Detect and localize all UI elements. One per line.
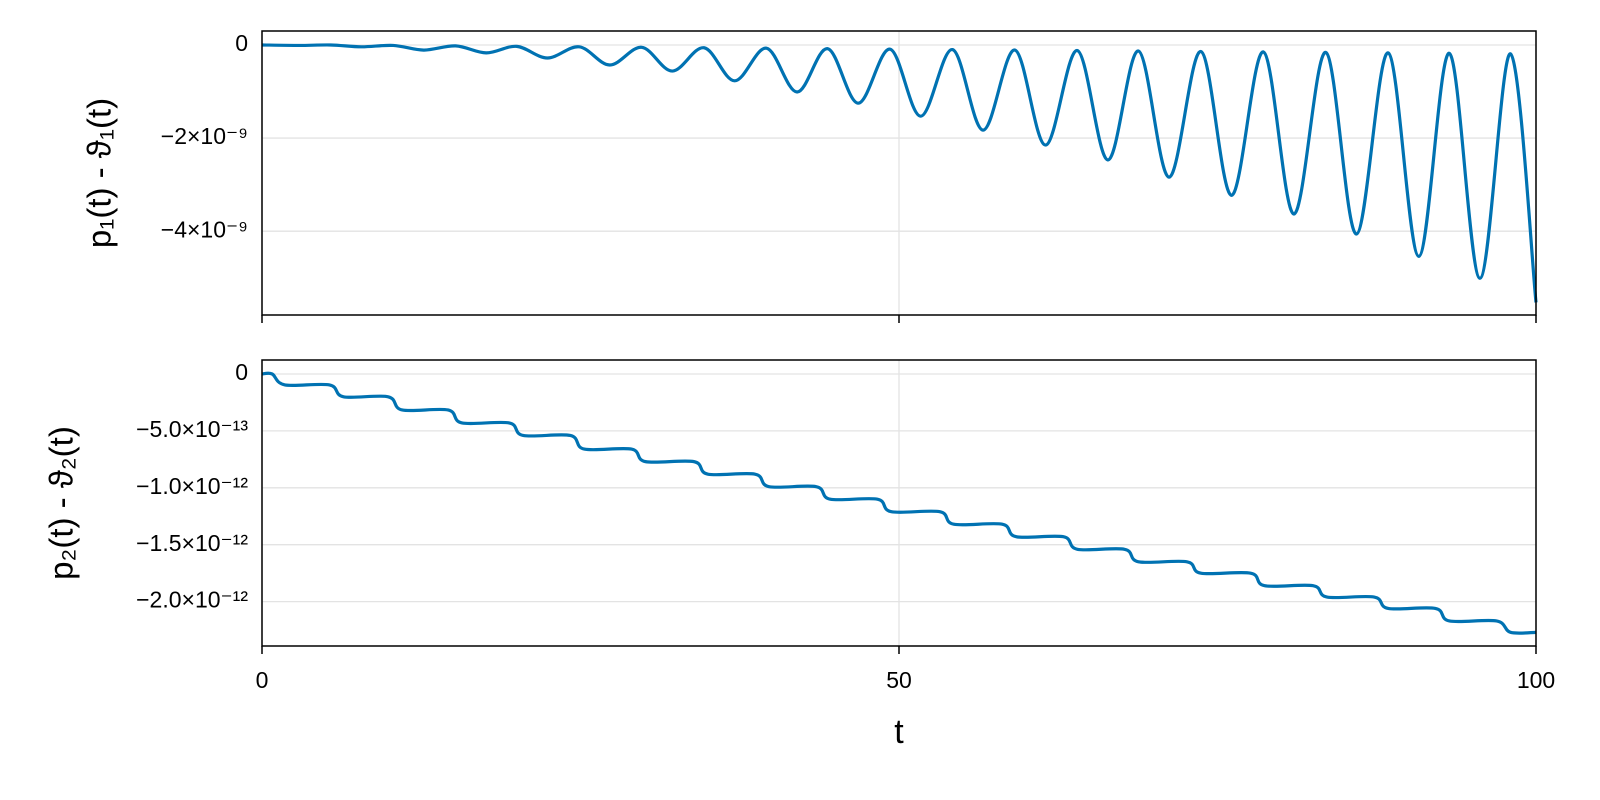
data-line xyxy=(261,371,1537,635)
x-tick-label: 50 xyxy=(886,667,912,693)
plot-frame xyxy=(261,30,1537,316)
data-line xyxy=(261,43,1538,303)
y-tick-label: −1.5×10⁻¹² xyxy=(136,530,248,556)
y-axis-label: p₁(t) - ϑ₁(t) xyxy=(81,98,118,248)
y-axis-label: p₂(t) - ϑ₂(t) xyxy=(43,426,80,580)
y-tick-label: 0 xyxy=(235,30,248,56)
y-tick-label: −2×10⁻⁹ xyxy=(161,123,248,149)
y-tick-label: −5.0×10⁻¹³ xyxy=(136,416,248,442)
y-tick-label: 0 xyxy=(235,359,248,385)
y-tick-label: −1.0×10⁻¹² xyxy=(136,473,248,499)
x-tick-label: 0 xyxy=(256,667,269,693)
x-axis-label: t xyxy=(894,713,904,751)
y-tick-label: −2.0×10⁻¹² xyxy=(136,587,248,613)
plot-frame xyxy=(261,359,1537,647)
y-tick-label: −4×10⁻⁹ xyxy=(161,216,248,242)
x-tick-label: 100 xyxy=(1517,667,1555,693)
